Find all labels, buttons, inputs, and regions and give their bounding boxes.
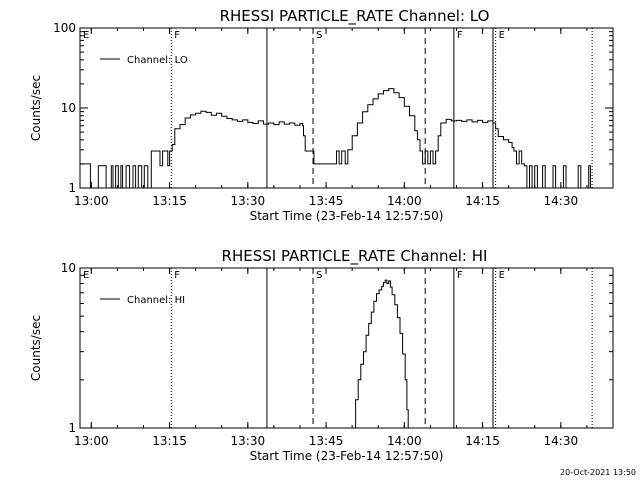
panel2-x-tick-label: 14:00 [387, 434, 422, 448]
panel1-marker-label: F [174, 30, 180, 41]
panel1-x-tick-label: 13:45 [309, 194, 344, 208]
panel2-y-axis-label: Counts/sec [29, 315, 43, 381]
panel2-legend-label: Channel: HI [127, 295, 185, 306]
panel1-legend-label: Channel: LO [127, 55, 188, 66]
panel1-y-tick-label: 100 [53, 21, 76, 35]
panel2-plot-frame [79, 267, 614, 429]
panel2-marker-label: F [457, 270, 463, 281]
panel2-marker-label: E [83, 270, 89, 281]
panel2-marker-label: E [499, 270, 505, 281]
panel1-y-axis-label: Counts/sec [29, 75, 43, 141]
panel2-x-tick-label: 13:45 [309, 434, 344, 448]
panel2-marker-label: S [316, 270, 322, 281]
panel2-x-tick-label: 13:00 [74, 434, 109, 448]
panel1-x-tick-label: 14:15 [465, 194, 500, 208]
panel2-series-line [353, 279, 409, 429]
panel1-y-tick-label: 1 [68, 181, 76, 195]
panel1-marker-label: S [316, 30, 322, 41]
panel1-marker-label: E [499, 30, 505, 41]
panel1-x-tick-label: 13:15 [152, 194, 187, 208]
panel1-x-tick-label: 13:30 [231, 194, 266, 208]
panel1-x-tick-label: 14:30 [544, 194, 579, 208]
panel2-y-tick-label: 1 [68, 421, 76, 435]
panel1-y-tick-label: 10 [61, 101, 76, 115]
panel1-marker-label: F [457, 30, 463, 41]
panel1-x-tick-label: 13:00 [74, 194, 109, 208]
panel1-marker-label: E [83, 30, 89, 41]
panel2-x-tick-label: 14:30 [544, 434, 579, 448]
panel1-chart-title: RHESSI PARTICLE_RATE Channel: LO [220, 7, 490, 26]
panel2-x-tick-label: 13:15 [152, 434, 187, 448]
panel1-x-tick-label: 14:00 [387, 194, 422, 208]
panel2-x-tick-label: 13:30 [231, 434, 266, 448]
panel1-plot-frame [79, 27, 614, 189]
footer-timestamp: 20-Oct-2021 13:50 [560, 468, 636, 477]
panel1-x-axis-label: Start Time (23-Feb-14 12:57:50) [250, 209, 444, 223]
panel2-y-tick-label: 10 [61, 261, 76, 275]
panel2-x-tick-label: 14:15 [465, 434, 500, 448]
panel2-chart-title: RHESSI PARTICLE_RATE Channel: HI [222, 247, 488, 266]
panel2-x-axis-label: Start Time (23-Feb-14 12:57:50) [250, 449, 444, 463]
panel2-marker-label: F [174, 270, 180, 281]
